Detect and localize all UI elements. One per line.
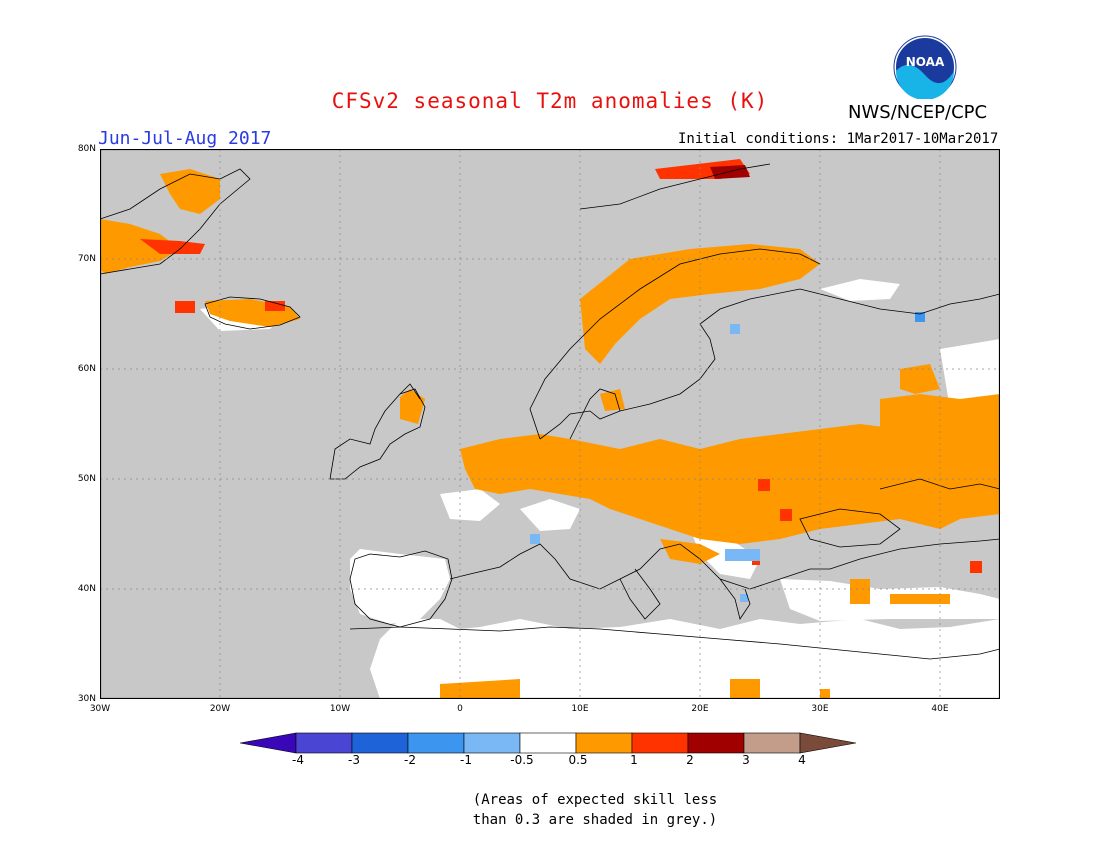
colorbar-label: 3 [742,753,750,767]
colorbar-swatch [351,732,409,754]
page-title: CFSv2 seasonal T2m anomalies (K) [331,89,769,113]
skill-note-line2: than 0.3 are shaded in grey.) [472,812,718,828]
very-warm-regions [710,165,750,179]
lat-label: 70N [77,254,96,264]
warm-anomaly-regions [100,169,1000,699]
lon-label: 30E [811,704,829,714]
lat-label: 60N [77,364,96,374]
colorbar-label: 1 [630,753,638,767]
colorbar-swatch [687,732,745,754]
colorbar-label: 2 [686,753,694,767]
lat-label: 50N [77,474,96,484]
lon-label: 30W [89,704,111,714]
map-svg [99,148,1001,700]
colorbar-label: -4 [292,753,304,767]
anomaly-map [99,148,1001,700]
lat-label: 80N [77,144,96,154]
lon-label: 10W [329,704,351,714]
initial-conditions-label: Initial conditions: 1Mar2017-10Mar2017 [678,131,999,147]
coastlines [99,163,1001,660]
lon-label: 20E [691,704,709,714]
colorbar [240,732,857,754]
season-label: Jun-Jul-Aug 2017 [98,128,272,149]
colorbar-swatch [743,732,801,754]
colorbar-arrow-left [240,732,297,754]
colorbar-label: -0.5 [510,753,534,767]
graticule [100,149,1000,699]
lon-label: 10E [571,704,589,714]
colorbar-label: -2 [404,753,416,767]
lat-label: 30N [77,694,96,704]
lon-label: 40E [931,704,949,714]
colorbar-swatch [631,732,689,754]
colorbar-label: -1 [460,753,472,767]
colorbar-label: 4 [798,753,806,767]
skill-note-line1: (Areas of expected skill less [472,792,718,808]
noaa-logo: NOAA [893,35,957,99]
cool-anomaly-regions-2 [915,312,925,322]
colorbar-swatch [575,732,633,754]
noaa-logo-text: NOAA [906,55,945,69]
lon-label: 0 [457,704,463,714]
lon-label: 20W [209,704,231,714]
cool-anomaly-regions [530,324,760,602]
colorbar-arrow-right [799,732,857,754]
colorbar-label: 0.5 [568,753,588,767]
colorbar-swatch [407,732,465,754]
org-label: NWS/NCEP/CPC [848,102,988,123]
lat-label: 40N [77,584,96,594]
map-frame [99,148,1001,700]
colorbar-swatch [519,732,577,754]
colorbar-swatch [463,732,521,754]
colorbar-label: -3 [348,753,360,767]
colorbar-swatch [295,732,353,754]
